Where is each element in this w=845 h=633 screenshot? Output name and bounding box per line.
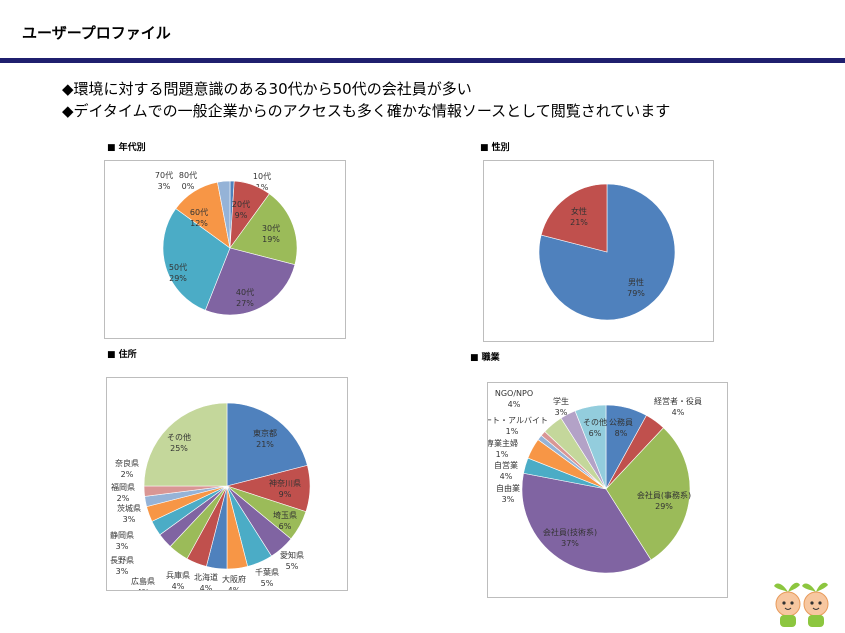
section-title-age: ■ 年代別: [107, 143, 146, 153]
location-slice-label: その他 25%: [167, 432, 191, 453]
location-slice-label: 大阪府4%: [222, 574, 246, 590]
location-slice-label: 広島県4%: [131, 576, 155, 590]
occupation-chart-panel: 公務員 8% 経営者・役員 4% 会社員(事務系) 29% 会社員(技術系) 37% 自由業 3%…: [476, 382, 728, 598]
location-slice-label: 長野県 3%: [110, 556, 134, 576]
location-slice-label: 埼玉県 6%: [273, 510, 297, 531]
occupation-slice-label: NGO/NPO 4%: [495, 389, 533, 409]
age-slice-label: 10代 1%: [253, 171, 271, 192]
section-title-gender: ■ 性別: [480, 143, 510, 153]
age-slice-label: 70代 3%: [155, 170, 173, 191]
location-slice-label: 東京都 21%: [253, 428, 277, 449]
occupation-pie-chart: 公務員 8% 経営者・役員 4% 会社員(事務系) 29% 会社員(技術系) 37% 自由業 3%…: [476, 389, 702, 574]
gender-slice-label: 男性 79%: [627, 277, 645, 298]
title-divider: [0, 58, 845, 63]
gender-chart-panel: 男性 79% 女性 21%: [483, 160, 714, 342]
occupation-slice-label: 自営業 4%: [494, 460, 518, 481]
occupation-slice-label: その他 6%: [583, 417, 607, 438]
occupation-slice: [521, 472, 652, 574]
mascot-logo: [772, 576, 834, 632]
location-slice-label: 千葉県 5%: [255, 567, 279, 588]
occupation-slice-label: 会社員(事務系) 29%: [637, 490, 691, 511]
gender-slice-label: 女性 21%: [570, 206, 588, 227]
age-slice: [217, 180, 231, 249]
bullet-item: ◆環境に対する問題意識のある30代から50代の会社員が多い: [62, 80, 472, 98]
age-slice: [162, 208, 231, 311]
gender-pie-chart: 男性 79% 女性 21%: [538, 183, 676, 321]
age-slice-label: 20代 9%: [232, 199, 250, 220]
location-slice: [143, 402, 228, 487]
occupation-slice-label: 自由業 3%: [496, 483, 520, 504]
location-slice-label: 神奈川県 9%: [269, 478, 301, 499]
age-slice: [229, 193, 298, 266]
section-title-occupation: ■ 職業: [470, 353, 500, 363]
age-pie-chart: 10代 1%20代 9% 30代 19% 40代 27% 50代 29% 60代 12% 70代 3% 8…: [155, 170, 298, 316]
age-slice-label: 30代 19%: [262, 223, 280, 244]
location-slice-label: 茨城県 3%: [117, 503, 141, 524]
section-title-location: ■ 住所: [107, 350, 137, 360]
age-slice: [204, 247, 296, 316]
bullet-item: ◆デイタイムでの一般企業からのアクセスも多く確かな情報ソースとして閲覧されていま…: [62, 102, 671, 120]
occupation-slice-label: 会社員(技術系) 37%: [543, 527, 597, 548]
gender-slice: [540, 183, 608, 253]
location-slice-label: 北海道 4%: [194, 572, 218, 590]
age-slice-label: 40代 27%: [236, 287, 254, 308]
occupation-slice: [605, 427, 691, 561]
page-title: ユーザープロファイル: [22, 24, 171, 42]
occupation-slice-label: 公務員 8%: [609, 417, 633, 438]
age-slice-label: 50代 29%: [169, 262, 187, 283]
occupation-slice: [574, 404, 607, 490]
location-slice-label: 静岡県 3%: [110, 530, 134, 551]
occupation-slice-label: 専業主婦 1%: [488, 438, 518, 459]
age-chart-panel: 10代 1% 20代 9% 30代 19% 40代 27% 50代 29% 60代 12% 70代 3% 8…: [104, 160, 346, 339]
location-slice-label: 奈良県 2%: [115, 458, 139, 479]
bullet-list: ◆環境に対する問題意識のある30代から50代の会社員が多い ◆デイタイムでの一般…: [62, 78, 670, 122]
occupation-slice-label: 経営者・役員 4%: [654, 396, 702, 417]
location-slice: [226, 402, 308, 487]
location-slice-label: 愛知県 5%: [280, 550, 304, 571]
location-slice-label: 兵庫県 4%: [166, 570, 190, 590]
occupation-slice-label: 学生 3%: [553, 396, 569, 417]
location-slice-label: 福岡県 2%: [111, 483, 135, 503]
age-slice-label: 60代 12%: [190, 207, 208, 228]
age-slice-label: 80代 0%: [179, 170, 197, 191]
